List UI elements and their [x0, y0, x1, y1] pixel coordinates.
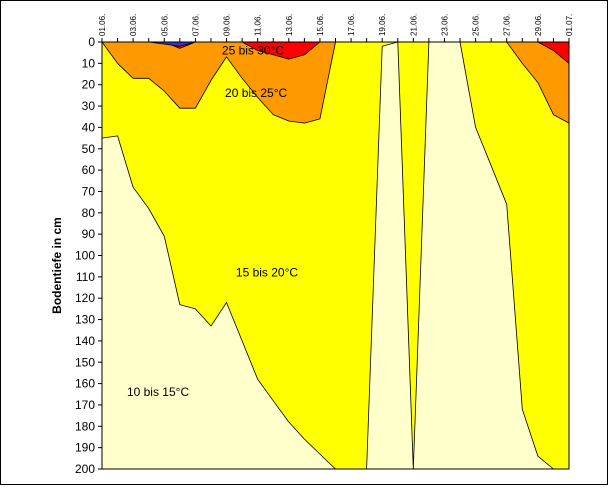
y-tick-label: 130 — [75, 313, 95, 327]
series-label: 20 bis 25°C — [225, 86, 288, 100]
x-tick-label: 23.06. — [440, 14, 449, 36]
x-tick-label: 25.06. — [472, 14, 481, 36]
y-tick-label: 200 — [75, 462, 95, 476]
y-tick-label: 120 — [75, 291, 95, 305]
y-tick-label: 170 — [75, 398, 95, 412]
x-tick-label: 07.06. — [191, 14, 200, 36]
y-tick-label: 190 — [75, 441, 95, 455]
y-tick-label: 140 — [75, 334, 95, 348]
x-tick-label: 29.06. — [534, 14, 543, 36]
series-label: 25 bis 30°C — [222, 44, 285, 58]
y-tick-label: 60 — [82, 163, 96, 177]
y-tick-label: 50 — [82, 142, 96, 156]
x-tick-label: 15.06. — [316, 14, 325, 36]
x-tick-label: 01.07. — [565, 14, 574, 36]
y-tick-label: 180 — [75, 419, 95, 433]
series-label: 15 bis 20°C — [236, 266, 299, 280]
y-axis: 0 10 20 30 40 50 60 70 80 90 100 110 120 130 140 150 160… — [75, 35, 103, 476]
y-tick-label: 90 — [82, 227, 96, 241]
series-label: 10 bis 15°C — [127, 385, 190, 399]
x-tick-label: 21.06. — [409, 14, 418, 36]
y-axis-title: Bodentiefe in cm — [50, 217, 64, 314]
x-tick-label: 03.06. — [129, 14, 138, 36]
y-tick-label: 80 — [82, 206, 96, 220]
y-tick-label: 100 — [75, 249, 95, 263]
y-tick-label: 40 — [82, 120, 96, 134]
x-axis: 01.06. 03.06. 05.06. 07.06. 09.06. 11.06. 13.0… — [98, 14, 574, 43]
y-tick-label: 70 — [82, 184, 96, 198]
y-tick-label: 10 — [82, 56, 96, 70]
y-tick-label: 20 — [82, 78, 96, 92]
x-tick-label: 11.06. — [254, 14, 263, 36]
y-tick-label: 30 — [82, 99, 96, 113]
series-labels: 10 bis 15°C 15 bis 20°C 20 bis 25°C 25 bis … — [127, 44, 298, 400]
y-tick-label: 0 — [88, 35, 95, 49]
x-tick-label: 13.06. — [285, 14, 294, 36]
x-tick-label: 19.06. — [378, 14, 387, 36]
x-tick-label: 05.06. — [160, 14, 169, 36]
y-tick-label: 150 — [75, 355, 95, 369]
y-tick-label: 110 — [76, 270, 95, 284]
x-tick-label: 09.06. — [223, 14, 232, 36]
x-tick-label: 17.06. — [347, 14, 356, 36]
area-layers — [101, 41, 570, 470]
y-tick-label: 160 — [75, 377, 95, 391]
x-tick-label: 27.06. — [503, 14, 512, 36]
x-tick-label: 01.06. — [98, 14, 107, 36]
